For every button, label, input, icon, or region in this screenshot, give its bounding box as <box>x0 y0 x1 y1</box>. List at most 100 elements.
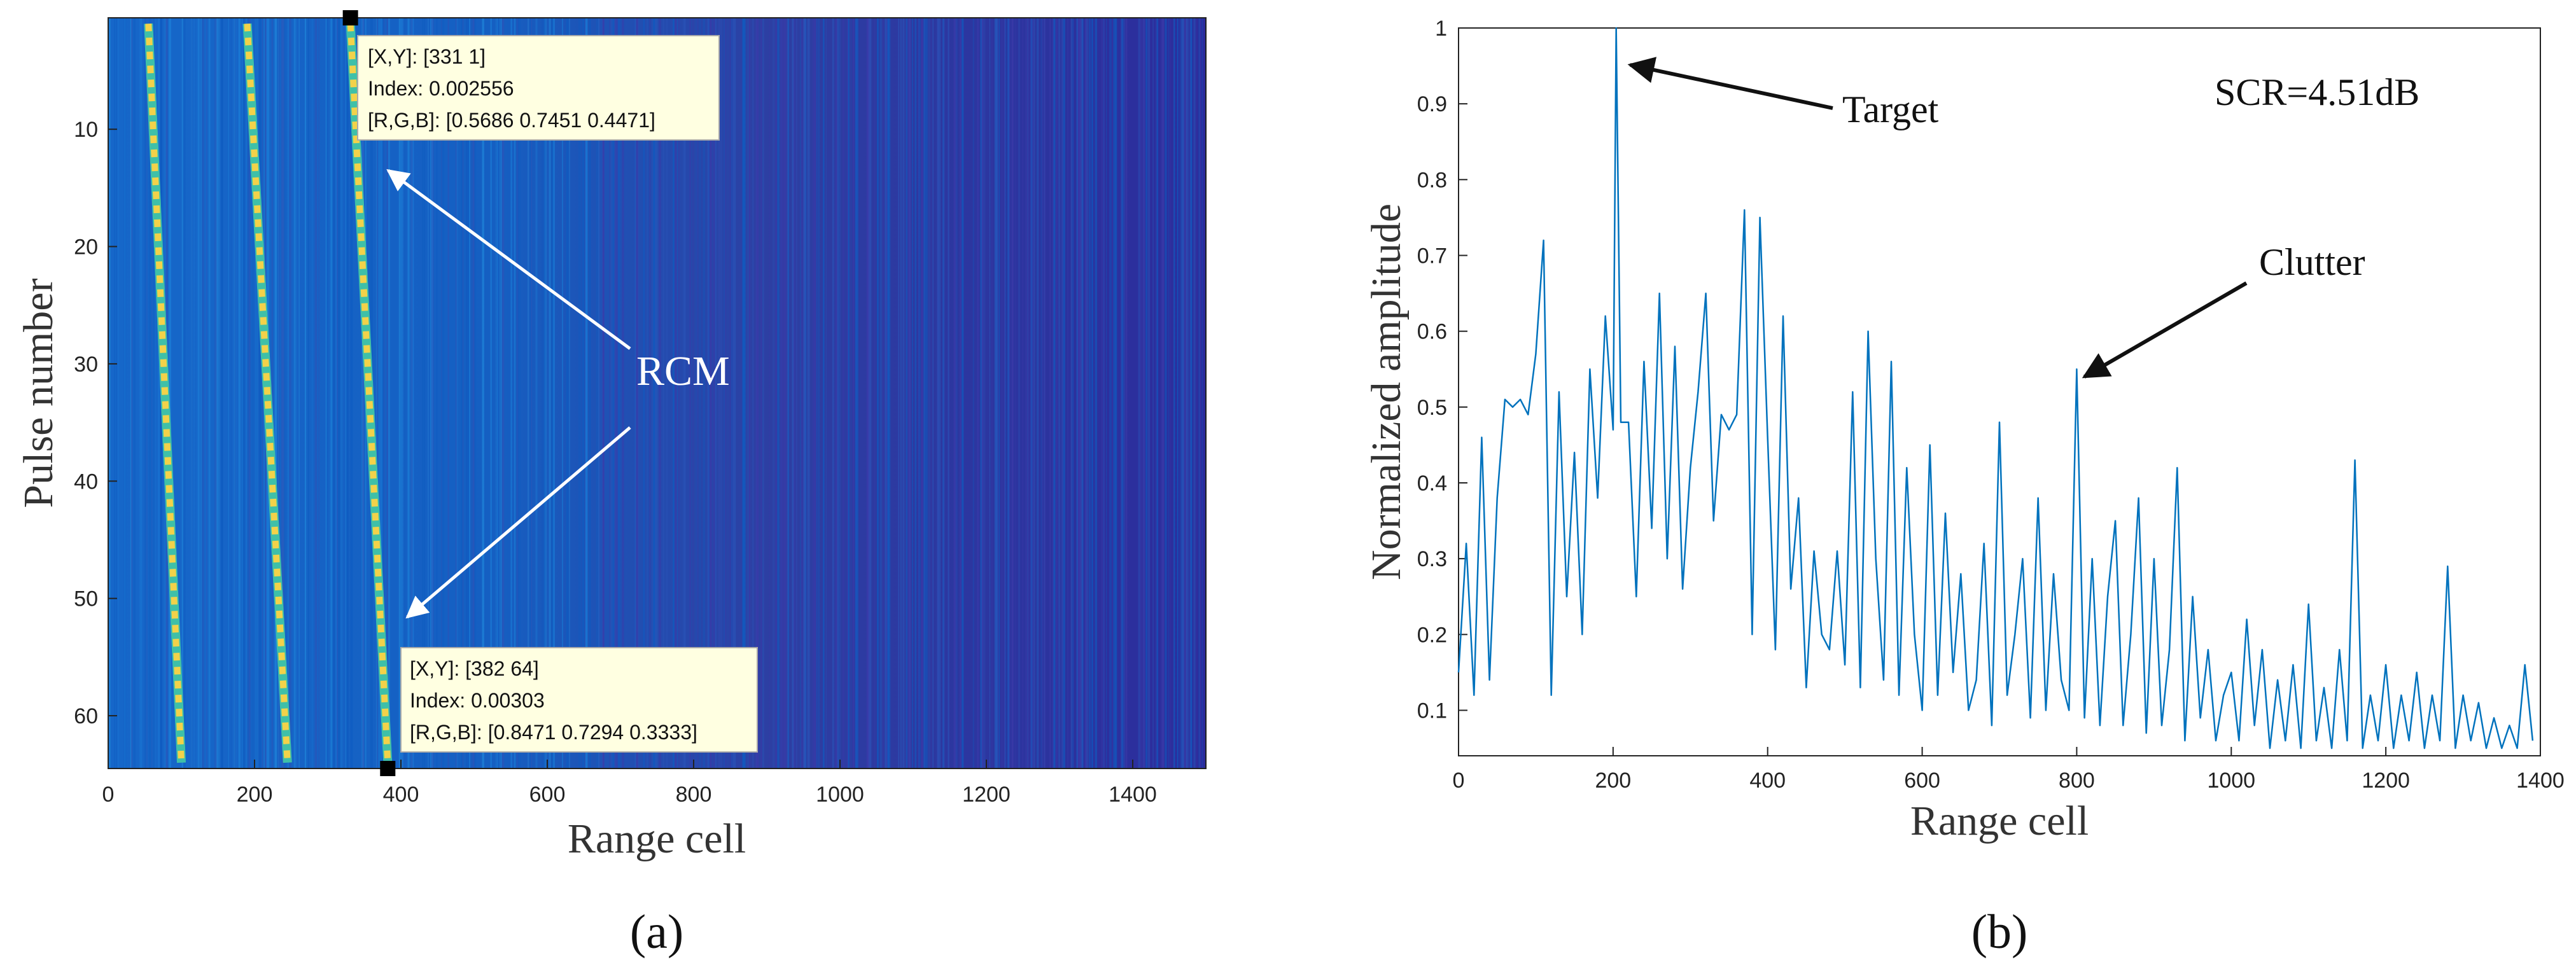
heatmap-streak <box>216 18 218 769</box>
heatmap-streak <box>696 18 698 769</box>
heatmap-streak <box>140 18 143 769</box>
heatmap-streak <box>615 18 616 769</box>
heatmap-streak <box>200 18 202 769</box>
heatmap-streak <box>1084 18 1086 769</box>
rcm-arrow-bottom <box>405 426 631 619</box>
heatmap-streak <box>1000 18 1002 769</box>
heatmap-streak <box>153 18 155 769</box>
heatmap-streak <box>1011 18 1013 769</box>
heatmap-streak <box>914 18 916 769</box>
heatmap-streak <box>888 18 891 769</box>
heatmap-streak <box>338 18 340 769</box>
heatmap-streak <box>1173 18 1174 769</box>
clutter-arrow <box>2082 281 2248 379</box>
heatmap-streak <box>206 18 207 769</box>
heatmap-streak <box>197 18 200 769</box>
heatmap-streak <box>566 18 569 769</box>
heatmap-streak <box>713 18 715 769</box>
target-arrow <box>1627 57 1833 110</box>
panel-b-label: (b) <box>1971 905 2028 959</box>
heatmap-streak <box>1103 18 1105 769</box>
heatmap-streak <box>948 18 949 769</box>
heatmap-streak <box>589 18 591 769</box>
heatmap-streak <box>1076 18 1078 769</box>
line-x-tick-label: 1200 <box>2362 769 2410 793</box>
heatmap-streak <box>1121 18 1124 769</box>
heatmap-streak <box>398 18 401 769</box>
heatmap-streak <box>542 18 543 769</box>
heatmap-streak <box>780 18 783 769</box>
datatip-1-marker[interactable] <box>342 10 358 25</box>
heatmap-streak <box>412 18 414 769</box>
heatmap-streak <box>960 18 962 769</box>
heatmap-streak <box>1126 18 1128 769</box>
heatmap-streak <box>578 18 580 769</box>
heatmap-streak <box>221 18 223 769</box>
heatmap-streak <box>381 18 382 769</box>
heatmap-streak <box>676 18 678 769</box>
scr-label: SCR=4.51dB <box>2215 71 2419 113</box>
panel-a-label: (a) <box>630 905 683 959</box>
heatmap-streak <box>1148 18 1151 769</box>
heatmap-streak <box>536 18 538 769</box>
heatmap-streak <box>1072 18 1074 769</box>
heatmap-streak <box>989 18 991 769</box>
heatmap-streak <box>837 18 840 769</box>
heatmap-streak <box>749 18 750 769</box>
heatmap-streak <box>582 18 584 769</box>
heatmap-streak <box>283 18 285 769</box>
heatmap-streak <box>347 18 349 769</box>
datatip-1[interactable]: [X,Y]: [331 1] Index: 0.002556 [R,G,B]: … <box>342 10 720 141</box>
heatmap-streak <box>653 18 655 769</box>
heatmap-streak <box>498 18 500 769</box>
heatmap-streak <box>724 18 725 769</box>
heatmap-streak <box>760 18 762 769</box>
heatmap-streak <box>962 18 964 769</box>
heatmap-streak <box>553 18 555 769</box>
line-x-tick-label: 400 <box>1749 769 1786 793</box>
line-y-tick-label: 0.8 <box>1417 168 1447 192</box>
heatmap-streak <box>707 18 709 769</box>
heatmap-streak <box>234 18 236 769</box>
heatmap-streak <box>259 18 262 769</box>
heatmap-streak <box>983 18 986 769</box>
rcm-label: RCM <box>636 348 730 394</box>
heatmap-streak <box>814 18 816 769</box>
rcm-track-1 <box>145 23 185 763</box>
heatmap-streak <box>400 18 402 769</box>
heatmap-streak <box>1067 18 1068 769</box>
heatmap-streak <box>1052 18 1054 769</box>
heatmap-streak <box>376 18 378 769</box>
heatmap-streak <box>718 18 720 769</box>
heatmap-ylabel: Pulse number <box>15 278 62 508</box>
heatmap-streak <box>531 18 533 769</box>
rcm-track-2 <box>244 23 291 763</box>
heatmap-streak <box>885 18 887 769</box>
heatmap-streak <box>1184 18 1187 769</box>
heatmap-streak <box>311 18 314 769</box>
heatmap-streak <box>801 18 802 769</box>
heatmap-streak <box>585 18 587 769</box>
heatmap-streak <box>1168 18 1170 769</box>
datatip-2-marker[interactable] <box>380 761 396 776</box>
heatmap-streak <box>1186 18 1187 769</box>
heatmap-streak <box>362 18 364 769</box>
rcm-arrow-top <box>386 169 631 351</box>
line-y-ticks: 0.1 0.2 0.3 0.4 0.5 0.6 0.7 0.8 0.9 1 <box>1417 17 1467 723</box>
heatmap-streak <box>124 18 126 769</box>
heatmap-streak <box>256 18 258 769</box>
heatmap-streak <box>1080 18 1082 769</box>
heatmap-streak <box>659 18 661 769</box>
heatmap-streak <box>867 18 870 769</box>
line-x-tick-label: 1400 <box>2516 769 2565 793</box>
heatmap-streak <box>799 18 802 769</box>
heatmap-streak <box>388 18 390 769</box>
heatmap-streak <box>234 18 235 769</box>
heatmap-streak <box>612 18 613 769</box>
heatmap-streak <box>928 18 930 769</box>
datatip-1-line-3: [R,G,B]: [0.5686 0.7451 0.4471] <box>368 109 655 132</box>
heatmap-streak <box>772 18 775 769</box>
heatmap-streak <box>877 18 879 769</box>
heatmap-streak <box>1138 18 1140 769</box>
datatip-2[interactable]: [X,Y]: [382 64] Index: 0.00303 [R,G,B]: … <box>380 647 758 776</box>
